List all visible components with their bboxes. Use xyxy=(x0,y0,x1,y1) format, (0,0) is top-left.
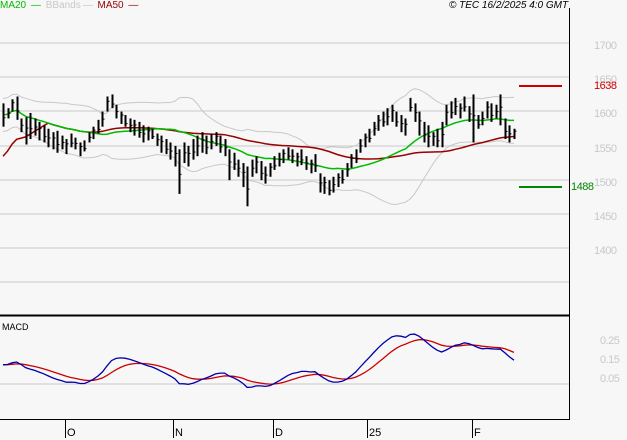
x-tick-2025: 25 xyxy=(369,427,382,439)
legend: MA20 — BBands — MA50 — xyxy=(0,0,140,12)
y-tick-1600: 1600 xyxy=(594,108,617,120)
macd-lines xyxy=(2,333,515,389)
legend-bbands: BBands — xyxy=(45,0,93,11)
y-tick-1500: 1500 xyxy=(594,177,617,189)
chart-frame xyxy=(0,8,570,438)
macd-panel-label: MACD xyxy=(2,322,29,332)
price-levels xyxy=(519,85,562,188)
price-grid xyxy=(0,42,569,283)
macd-tick-025: 0.25 xyxy=(600,335,620,347)
x-tick-feb: F xyxy=(474,427,481,439)
x-tick-dec: D xyxy=(275,427,283,439)
y-tick-1700: 1700 xyxy=(594,40,617,52)
x-tick-oct: O xyxy=(67,427,76,439)
y-tick-1400: 1400 xyxy=(594,245,617,257)
y-tick-1450: 1450 xyxy=(594,211,617,223)
support-level-label: 1488 xyxy=(571,181,594,193)
legend-ma20: MA20 — xyxy=(0,0,41,11)
y-tick-1650: 1650 xyxy=(594,74,617,86)
macd-tick-015: 0.15 xyxy=(600,354,620,366)
macd-tick-005: 0.05 xyxy=(600,373,620,385)
resistance-level-label: 1638 xyxy=(594,80,617,92)
x-tick-nov: N xyxy=(175,427,183,439)
y-tick-1550: 1550 xyxy=(594,143,617,155)
bollinger-bands xyxy=(2,88,515,205)
legend-ma50: MA50 — xyxy=(97,0,139,11)
ohlc-bars xyxy=(2,94,517,207)
copyright-timestamp: © TEC 16/2/2025 4:0 GMT xyxy=(449,0,569,11)
